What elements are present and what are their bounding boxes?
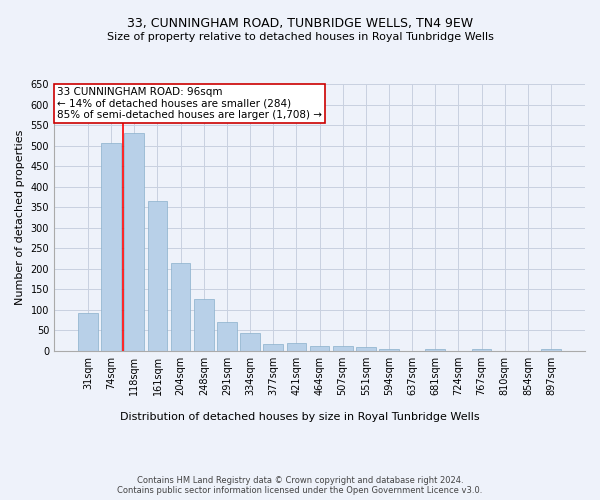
Y-axis label: Number of detached properties: Number of detached properties [15, 130, 25, 305]
Text: Distribution of detached houses by size in Royal Tunbridge Wells: Distribution of detached houses by size … [120, 412, 480, 422]
Bar [148, 201, 167, 351]
Bar [287, 343, 306, 351]
Bar [310, 346, 329, 351]
Bar [541, 349, 561, 351]
Bar [333, 346, 353, 351]
Bar [379, 348, 399, 351]
Text: 33, CUNNINGHAM ROAD, TUNBRIDGE WELLS, TN4 9EW: 33, CUNNINGHAM ROAD, TUNBRIDGE WELLS, TN… [127, 18, 473, 30]
Bar [425, 348, 445, 351]
Bar [240, 333, 260, 351]
Bar [124, 133, 144, 351]
Bar [217, 322, 237, 351]
Text: Size of property relative to detached houses in Royal Tunbridge Wells: Size of property relative to detached ho… [107, 32, 493, 42]
Bar [171, 262, 190, 351]
Bar [356, 348, 376, 351]
Text: Contains public sector information licensed under the Open Government Licence v3: Contains public sector information licen… [118, 486, 482, 495]
Bar [101, 142, 121, 351]
Bar [263, 344, 283, 351]
Bar [472, 349, 491, 351]
Text: 33 CUNNINGHAM ROAD: 96sqm
← 14% of detached houses are smaller (284)
85% of semi: 33 CUNNINGHAM ROAD: 96sqm ← 14% of detac… [56, 86, 322, 120]
Bar [78, 312, 98, 351]
Text: Contains HM Land Registry data © Crown copyright and database right 2024.: Contains HM Land Registry data © Crown c… [137, 476, 463, 485]
Bar [194, 300, 214, 351]
